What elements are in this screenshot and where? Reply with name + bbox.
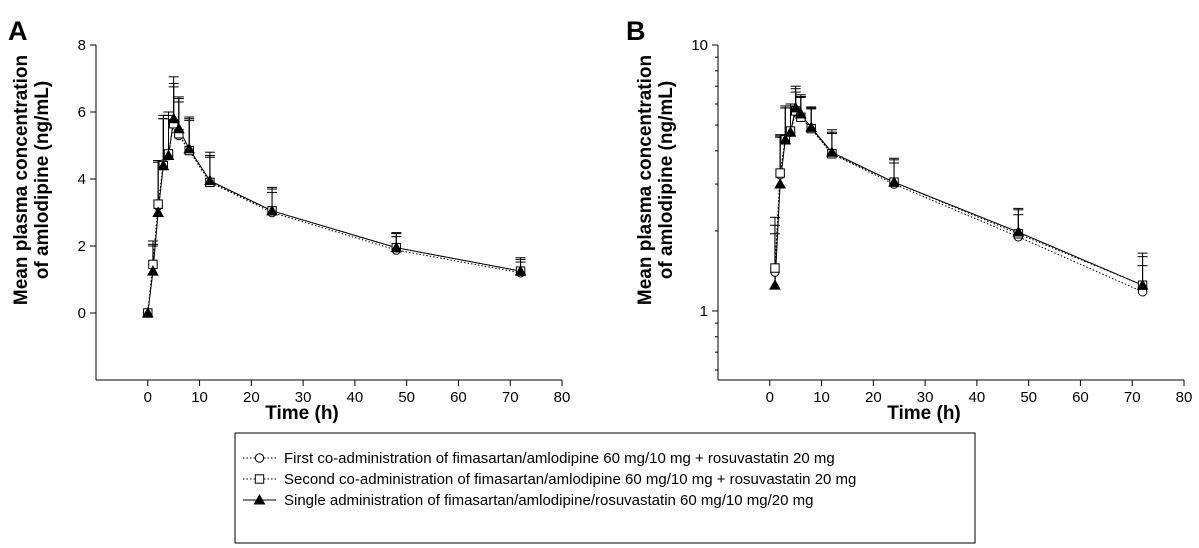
x-tick-label-a: 40 [347, 389, 364, 406]
data-point-a-2 [514, 265, 527, 276]
y-tick-label-a: 0 [78, 305, 86, 322]
data-point-b-2 [826, 146, 838, 157]
y-tick-label-a: 4 [78, 171, 86, 188]
y-tick-label-a: 8 [78, 37, 86, 54]
y-tick-label-a: 2 [78, 238, 86, 255]
data-point-b-2 [794, 108, 807, 119]
x-tick-label-a: 10 [191, 389, 208, 406]
panel-b: B Mean plasma concentration of amlodipin… [626, 16, 1192, 424]
series-line-b-0 [774, 111, 1143, 293]
data-point-b-2 [769, 279, 781, 290]
x-tick-label-a: 20 [243, 389, 260, 406]
legend-marker-2 [253, 493, 266, 505]
x-tick-label-a: 50 [398, 389, 415, 406]
x-tick-label-b: 50 [1020, 389, 1037, 406]
data-point-a-2 [147, 265, 159, 276]
x-tick-label-b: 70 [1124, 389, 1141, 406]
data-point-b-2 [789, 101, 802, 113]
legend-marker-0 [254, 453, 265, 463]
legend-label-2: Single administration of fimasartan/amlo… [284, 492, 813, 509]
y-axis-title-line1-b: Mean plasma concentration [635, 55, 656, 305]
data-point-a-2 [183, 142, 196, 154]
y-tick-label-b: 10 [691, 37, 708, 54]
legend: First co-administration of fimasartan/am… [234, 432, 976, 544]
series-line-b-1 [774, 109, 1143, 286]
y-axis-title-line1-a: Mean plasma concentration [11, 55, 32, 305]
data-point-a-2 [162, 149, 175, 161]
x-tick-label-b: 60 [1072, 389, 1089, 406]
x-tick-label-a: 0 [144, 389, 152, 406]
legend-label-0: First co-administration of fimasartan/am… [284, 450, 835, 467]
data-point-a-2 [157, 159, 170, 171]
data-point-b-2 [1012, 226, 1025, 237]
x-tick-label-a: 80 [554, 389, 571, 406]
x-axis-title-b: Time (h) [887, 403, 961, 424]
data-point-a-2 [152, 206, 164, 217]
data-point-a-2 [390, 241, 403, 253]
data-point-a-2 [167, 112, 180, 124]
data-point-a-2 [266, 204, 278, 216]
y-tick-label-a: 6 [78, 104, 86, 121]
data-point-b-1 [775, 168, 785, 178]
x-tick-label-a: 70 [502, 389, 519, 406]
series-line-b-2 [774, 106, 1143, 286]
x-tick-label-b: 20 [865, 389, 882, 406]
series-line-a-2 [147, 117, 521, 314]
data-point-b-1 [770, 263, 780, 273]
panel-letter-a: A [8, 16, 28, 46]
data-point-b-2 [888, 176, 900, 187]
x-tick-label-b: 80 [1176, 389, 1193, 406]
data-point-b-2 [805, 121, 818, 132]
x-tick-label-b: 0 [766, 389, 774, 406]
panel-letter-b: B [626, 16, 646, 46]
data-point-b-2 [784, 126, 797, 137]
data-point-a-2 [141, 306, 154, 318]
data-point-b-2 [779, 133, 792, 145]
y-axis-title-line2-a: of amlodipine (ng/mL) [32, 81, 53, 279]
x-tick-label-b: 30 [917, 389, 934, 406]
series-line-a-1 [147, 122, 521, 314]
data-point-a-2 [172, 122, 185, 134]
legend-label-1: Second co-administration of fimasartan/a… [284, 471, 856, 488]
y-axis-title-line2-b: of amlodipine (ng/mL) [656, 81, 677, 279]
x-tick-label-b: 10 [813, 389, 830, 406]
x-tick-label-a: 60 [450, 389, 467, 406]
y-tick-label-b: 1 [700, 303, 708, 320]
data-point-b-2 [1136, 279, 1149, 290]
legend-marker-1 [254, 474, 265, 484]
series-line-a-0 [147, 120, 521, 314]
x-axis-title-a: Time (h) [265, 403, 339, 424]
data-point-a-2 [204, 174, 216, 186]
panel-a: A Mean plasma concentration of amlodipin… [8, 16, 570, 424]
x-tick-label-a: 30 [295, 389, 312, 406]
data-point-b-2 [774, 178, 786, 189]
x-tick-label-b: 40 [969, 389, 986, 406]
legend-box [234, 432, 976, 544]
